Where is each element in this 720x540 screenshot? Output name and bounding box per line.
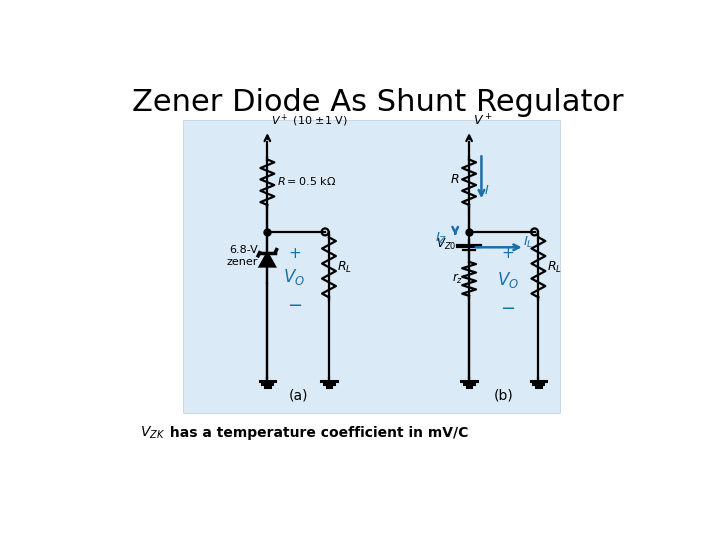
Text: (a): (a) (289, 388, 308, 402)
Text: $V_{ZK}$: $V_{ZK}$ (140, 424, 165, 441)
Text: $I_Z$: $I_Z$ (435, 231, 448, 246)
Text: +: + (288, 246, 301, 261)
Text: −: − (500, 300, 516, 318)
Text: Zener Diode As Shunt Regulator: Zener Diode As Shunt Regulator (132, 88, 624, 117)
Text: 6.8-V
zener: 6.8-V zener (227, 245, 258, 267)
Text: $r_z$: $r_z$ (451, 272, 463, 286)
Text: $V_{Z0}$: $V_{Z0}$ (436, 237, 456, 252)
Text: (b): (b) (494, 388, 513, 402)
Polygon shape (260, 253, 275, 267)
Text: $I$: $I$ (485, 184, 490, 197)
Text: $V^+$: $V^+$ (473, 113, 492, 129)
FancyBboxPatch shape (183, 120, 560, 413)
Text: +: + (501, 246, 514, 261)
Text: $V_O$: $V_O$ (497, 269, 518, 289)
Text: $R_L$: $R_L$ (547, 260, 562, 275)
Text: $I_L$: $I_L$ (523, 235, 534, 250)
Text: $R = 0.5\ \mathrm{k\Omega}$: $R = 0.5\ \mathrm{k\Omega}$ (276, 174, 336, 187)
Text: $V_O$: $V_O$ (283, 267, 305, 287)
Text: has a temperature coefficient in mV/C: has a temperature coefficient in mV/C (165, 426, 468, 440)
Text: $R$: $R$ (449, 173, 459, 186)
Text: −: − (287, 297, 302, 315)
Text: $V^+$ (10 $\pm$1 V): $V^+$ (10 $\pm$1 V) (271, 112, 348, 129)
Text: $R_L$: $R_L$ (338, 260, 353, 275)
